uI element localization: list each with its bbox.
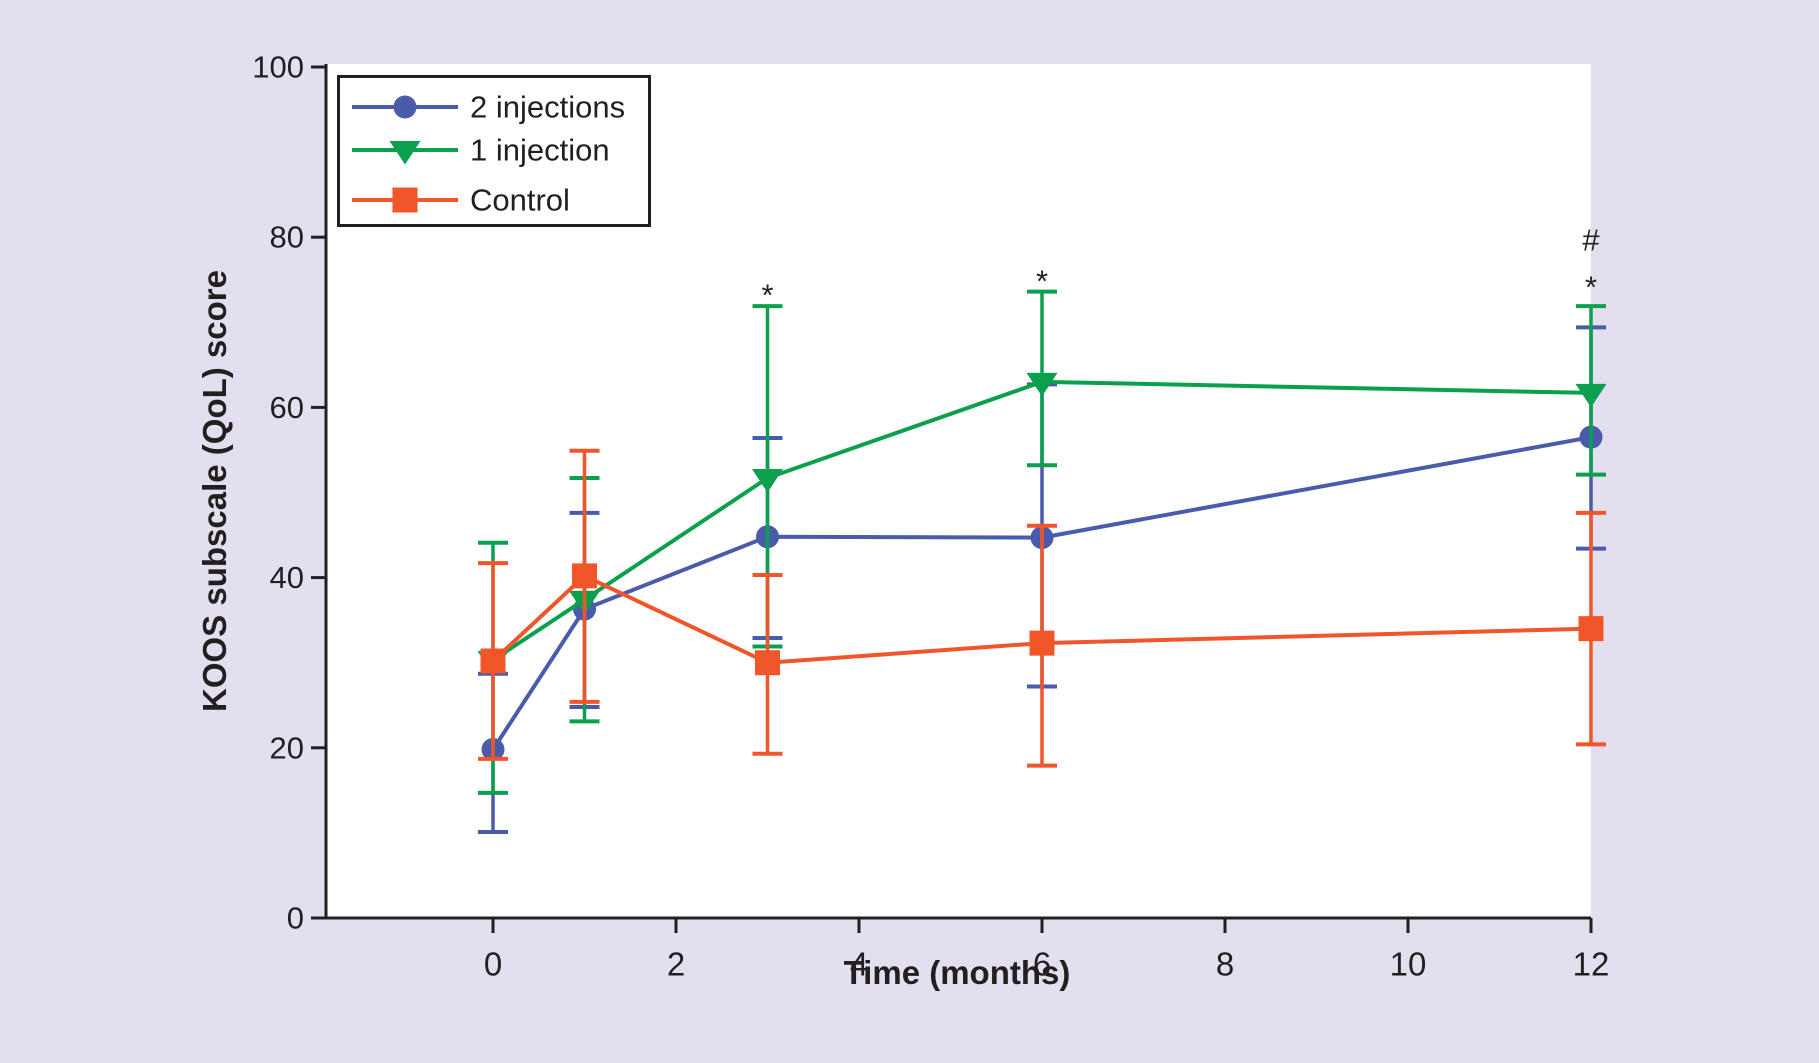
legend-item-control: Control xyxy=(352,183,570,218)
x-axis-title: Time (months) xyxy=(844,954,1071,991)
series-control xyxy=(478,448,1606,768)
y-axis-title: KOOS subscale (QoL) score xyxy=(196,270,233,712)
data-point xyxy=(752,469,783,493)
data-point xyxy=(755,650,780,676)
annotations-layer: * * # * xyxy=(761,222,1600,312)
x-tick-label: 0 xyxy=(484,946,502,983)
legend-label: Control xyxy=(470,183,570,218)
data-point xyxy=(1026,372,1058,397)
significance-marker: * xyxy=(1036,264,1048,299)
legend: 2 injections 1 injection Control xyxy=(337,75,651,227)
x-tick-label: 12 xyxy=(1573,946,1610,983)
x-tick-label: 10 xyxy=(1390,946,1427,983)
data-point xyxy=(572,563,597,589)
significance-marker: * xyxy=(761,277,773,312)
y-tick-label: 20 xyxy=(270,730,304,765)
legend-marker xyxy=(392,187,418,213)
x-tick-label: 4 xyxy=(850,946,868,983)
legend-label: 1 injection xyxy=(470,133,610,168)
data-point xyxy=(1578,616,1604,642)
y-tick-label: 100 xyxy=(252,50,304,85)
data-point xyxy=(1029,630,1055,656)
legend-marker xyxy=(393,95,417,119)
y-tick-label: 0 xyxy=(287,901,304,936)
series-layer xyxy=(477,289,1607,835)
legend-item-2-injections: 2 injections xyxy=(352,90,625,125)
significance-marker: # xyxy=(1582,222,1600,257)
x-tick-label: 6 xyxy=(1033,946,1051,983)
data-point xyxy=(480,648,506,674)
y-tick-label: 40 xyxy=(270,560,304,595)
data-point xyxy=(1575,383,1607,408)
legend-item-1-injection: 1 injection xyxy=(352,133,610,168)
y-tick-label: 80 xyxy=(270,220,304,255)
axes-layer: 0 20 40 60 80 100 0 2 4 6 8 10 12 xyxy=(252,50,1609,983)
x-tick-label: 8 xyxy=(1216,946,1234,983)
y-tick-label: 60 xyxy=(270,390,304,425)
legend-marker xyxy=(389,141,421,165)
significance-marker: * xyxy=(1585,270,1597,305)
x-tick-label: 2 xyxy=(667,946,685,983)
legend-label: 2 injections xyxy=(470,90,625,125)
